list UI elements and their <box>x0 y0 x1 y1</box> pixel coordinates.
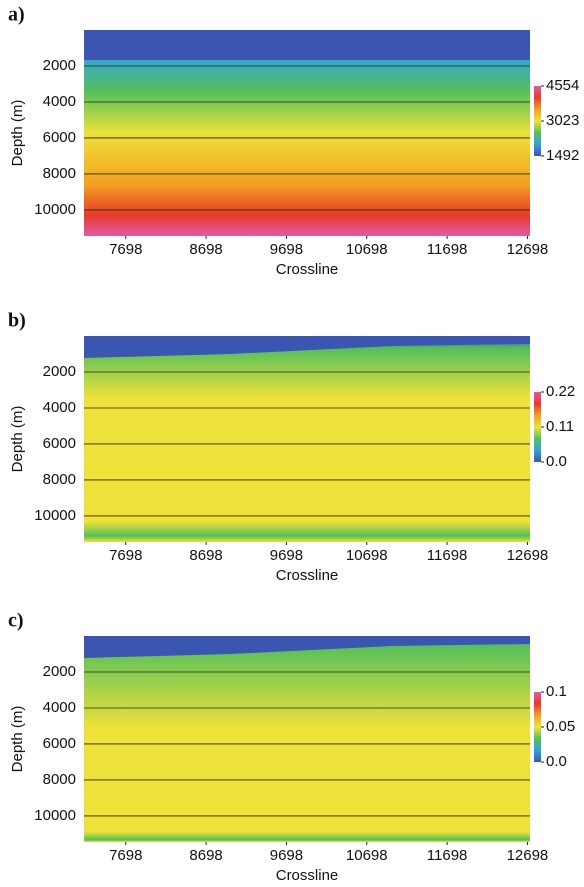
colorbar <box>534 86 541 156</box>
y-tick-label: 8000 <box>43 771 76 788</box>
y-tick-label: 6000 <box>43 735 76 752</box>
panel-label: a) <box>8 4 25 26</box>
x-tick-label: 7698 <box>109 547 142 564</box>
colorbar-tick-label: 3023 <box>546 112 579 129</box>
x-tick-label: 12698 <box>507 847 549 864</box>
colorbar-tick-label: 0.0 <box>546 753 567 770</box>
water-layer <box>84 30 530 60</box>
x-tick-label: 8698 <box>189 847 222 864</box>
x-tick-label: 7698 <box>109 241 142 258</box>
y-tick-label: 4000 <box>43 399 76 416</box>
x-axis-label: Crossline <box>276 261 339 278</box>
x-tick-label: 10698 <box>346 547 388 564</box>
y-tick-label: 10000 <box>34 807 76 824</box>
x-axis-label: Crossline <box>276 567 339 584</box>
colorbar <box>534 392 541 462</box>
y-tick-label: 2000 <box>43 57 76 74</box>
x-tick-label: 9698 <box>270 241 303 258</box>
colorbar <box>534 692 541 762</box>
section-image <box>84 636 530 842</box>
x-tick-label: 11698 <box>427 547 468 564</box>
x-tick-label: 10698 <box>346 847 388 864</box>
y-axis-label: Depth (m) <box>9 706 26 773</box>
x-axis-label: Crossline <box>276 867 339 884</box>
x-tick-label: 11698 <box>427 847 468 864</box>
y-axis-label: Depth (m) <box>9 406 26 473</box>
x-tick-label: 9698 <box>270 547 303 564</box>
y-tick-label: 4000 <box>43 699 76 716</box>
y-tick-label: 8000 <box>43 471 76 488</box>
x-tick-label: 8698 <box>189 547 222 564</box>
water-layer <box>84 636 530 658</box>
x-tick-label: 11698 <box>427 241 468 258</box>
x-tick-label: 7698 <box>109 847 142 864</box>
y-axis-label: Depth (m) <box>9 100 26 167</box>
section-image <box>84 30 530 236</box>
y-tick-label: 2000 <box>43 363 76 380</box>
water-layer <box>84 336 530 358</box>
colorbar-tick-label: 0.05 <box>546 718 575 735</box>
section-image <box>84 336 530 542</box>
y-tick-label: 4000 <box>43 93 76 110</box>
x-tick-label: 9698 <box>270 847 303 864</box>
panel-label: c) <box>8 610 24 632</box>
colorbar-tick-label: 0.22 <box>546 383 575 400</box>
x-tick-label: 10698 <box>346 241 388 258</box>
y-tick-label: 10000 <box>34 201 76 218</box>
colorbar-tick-label: 0.1 <box>546 683 567 700</box>
x-tick-label: 12698 <box>507 547 549 564</box>
panel-label: b) <box>8 310 26 332</box>
colorbar-tick-label: 0.11 <box>546 418 574 435</box>
y-tick-label: 10000 <box>34 507 76 524</box>
colorbar-tick-label: 4554 <box>546 77 579 94</box>
y-tick-label: 8000 <box>43 165 76 182</box>
colorbar-tick-label: 1492 <box>546 147 579 164</box>
y-tick-label: 6000 <box>43 435 76 452</box>
colorbar-tick-label: 0.0 <box>546 453 567 470</box>
y-tick-label: 2000 <box>43 663 76 680</box>
x-tick-label: 8698 <box>189 241 222 258</box>
x-tick-label: 12698 <box>507 241 549 258</box>
y-tick-label: 6000 <box>43 129 76 146</box>
